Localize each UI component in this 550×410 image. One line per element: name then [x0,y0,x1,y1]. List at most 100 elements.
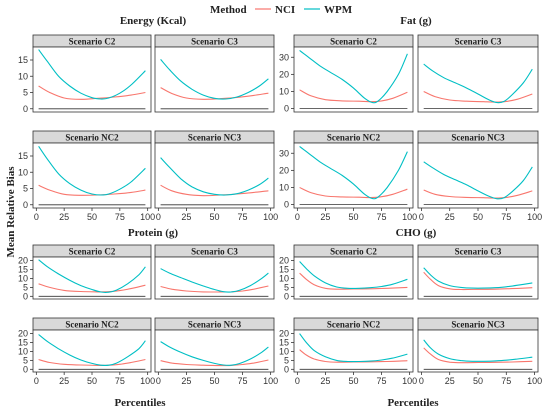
series-line-nci [423,271,533,291]
y-tick-label: 15 [18,55,28,65]
panel-scenario-nc3: Scenario NC3 0 25 50 75 100 [154,130,278,222]
panel-scenario-c2: Scenario C2 0 10 20 30 [279,34,414,114]
x-tick-label: 0 [419,376,424,386]
panel-frame [154,256,275,300]
y-tick-label: 30 [279,148,289,158]
series-line-nci [38,85,146,100]
series-line-wpm [160,341,269,366]
series-line-wpm [160,268,269,293]
panel-scenario-nc2: Scenario NC2 0 5 10 15 0 25 50 75 100 [18,130,155,222]
y-tick-label: 0 [284,364,289,374]
y-tick-label: 0 [284,200,289,210]
y-tick-label: 10 [279,86,289,96]
panel-title: Scenario C3 [191,37,238,47]
x-tick-label: 0 [156,212,161,222]
series-line-nci [299,272,408,290]
x-tick-label: 25 [445,376,455,386]
x-tick-label: 25 [181,376,191,386]
series-line-wpm [38,334,146,367]
x-tick-label: 50 [87,212,97,222]
panel-title: Scenario NC3 [188,320,242,330]
panel-title: Scenario NC3 [451,133,505,143]
panel-title: Scenario NC2 [65,133,119,143]
x-tick-label: 100 [263,212,278,222]
series-line-nci [38,358,146,366]
x-tick-label: 25 [181,212,191,222]
series-line-nci [299,186,408,199]
y-tick-label: 15 [18,151,28,161]
panel-frame [32,256,152,300]
x-tick-label: 75 [377,212,387,222]
legend-title: Method [210,4,247,16]
x-tick-label: 25 [320,376,330,386]
panel-title: Scenario C2 [69,247,116,257]
panel-frame [293,329,414,373]
panel-title: Scenario C3 [455,37,502,47]
x-tick-label: 0 [295,376,300,386]
panel-scenario-c3: Scenario C3 [154,244,275,300]
y-tick-label: 20 [279,329,289,339]
series-line-wpm [160,59,269,100]
panel-frame [154,142,275,209]
panel-frame [417,329,539,373]
chart-title: Fat (g) [400,15,432,27]
series-line-nci [423,90,533,103]
x-tick-label: 75 [501,376,511,386]
x-tick-label: 100 [527,212,542,222]
y-tick-label: 5 [23,355,28,365]
y-tick-label: 0 [23,104,28,114]
x-tick-label: 50 [209,376,219,386]
series-line-nci [160,285,269,293]
y-tick-label: 5 [23,282,28,292]
y-tick-label: 0 [284,104,289,114]
x-tick-label: 50 [348,212,358,222]
y-tick-label: 10 [18,71,28,81]
series-line-wpm [423,161,533,200]
panel-title: Scenario NC3 [451,320,505,330]
x-tick-label: 50 [209,212,219,222]
panel-title: Scenario C2 [330,37,377,47]
x-tick-label: 0 [295,212,300,222]
y-tick-label: 30 [279,52,289,62]
panel-scenario-c3: Scenario C3 [154,34,275,113]
panel-scenario-nc3: Scenario NC3 0 25 50 75 100 [417,130,542,222]
panel-title: Scenario C2 [69,37,116,47]
chart-title: Energy (Kcal) [120,15,187,27]
y-axis-label: Mean Relative Bias [5,166,17,258]
panel-title: Scenario C3 [455,247,502,257]
series-line-nci [299,349,408,363]
x-tick-label: 50 [473,376,483,386]
x-tick-label: 25 [59,376,69,386]
series-line-wpm [423,339,533,362]
y-tick-label: 20 [279,256,289,266]
x-tick-label: 75 [238,212,248,222]
legend-label-nci: NCI [275,4,295,16]
panel-title: Scenario NC3 [188,133,242,143]
x-axis-label-left: Percentiles [114,397,166,409]
x-tick-label: 75 [238,376,248,386]
panel-scenario-nc2: Scenario NC2 0 10 20 30 0 25 50 75 100 [279,130,417,222]
panel-frame [417,256,539,300]
series-line-wpm [299,145,408,200]
series-line-wpm [299,261,408,289]
x-tick-label: 75 [501,212,511,222]
panel-frame [293,256,414,300]
x-tick-label: 100 [402,212,417,222]
y-tick-label: 0 [284,291,289,301]
series-line-nci [160,359,269,367]
panel-title: Scenario NC2 [65,320,119,330]
series-line-nci [38,283,146,293]
x-tick-label: 100 [140,212,155,222]
panel-frame [32,142,152,209]
panel-title: Scenario NC2 [327,133,381,143]
panel-scenario-nc3: Scenario NC3 0 25 50 75 100 [417,317,542,386]
y-tick-label: 20 [279,165,289,175]
x-tick-label: 25 [320,212,330,222]
series-line-wpm [38,49,146,100]
y-tick-label: 0 [23,364,28,374]
y-tick-label: 10 [18,167,28,177]
